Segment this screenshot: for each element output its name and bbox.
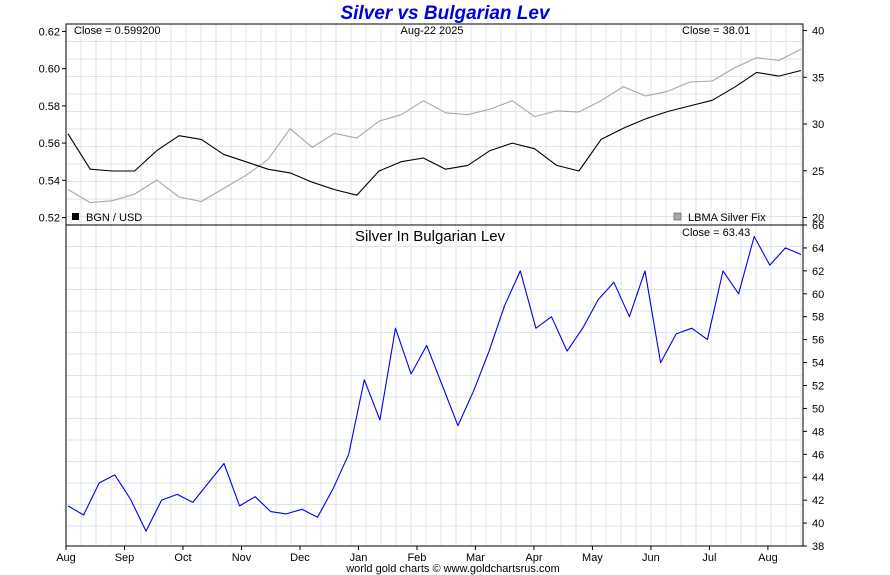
y-left-tick-label: 0.60 — [39, 64, 60, 76]
y-right-tick-label: 50 — [812, 403, 824, 415]
x-tick-label: Mar — [466, 552, 485, 564]
chart-title: Silver vs Bulgarian Lev — [340, 3, 551, 24]
y-right-tick-label: 56 — [812, 335, 824, 347]
x-tick-label: Apr — [525, 552, 542, 564]
x-tick-label: Sep — [115, 552, 135, 564]
y-right-tick-label: 58 — [812, 312, 824, 324]
y-right-tick-label: 62 — [812, 266, 824, 278]
close-right-label: Close = 38.01 — [682, 25, 750, 37]
y-right-tick-label: 30 — [812, 119, 824, 131]
y-right-tick-label: 25 — [812, 166, 824, 178]
x-tick-label: Dec — [290, 552, 310, 564]
x-tick-label: Feb — [407, 552, 426, 564]
y-right-tick-label: 66 — [812, 220, 824, 232]
y-left-tick-label: 0.52 — [39, 213, 60, 225]
lower-panel-title: Silver In Bulgarian Lev — [355, 228, 506, 245]
y-left-tick-label: 0.56 — [39, 138, 60, 150]
x-tick-label: Nov — [232, 552, 252, 564]
top-panel-grid — [66, 24, 803, 225]
footer-credit: world gold charts © www.goldchartsrus.co… — [345, 563, 560, 575]
top-left-axis-ticks: 0.52 0.54 0.56 0.58 0.60 0.62 — [39, 26, 66, 225]
y-right-tick-label: 35 — [812, 72, 824, 84]
silver-fix-line — [67, 48, 802, 204]
x-axis-ticks: Aug Sep Oct Nov Dec Jan Feb Mar Apr May Jun Jul Aug — [56, 546, 778, 564]
y-left-tick-label: 0.62 — [39, 26, 60, 38]
x-tick-label: Aug — [758, 552, 778, 564]
bottom-panel-frame — [65, 224, 804, 547]
y-right-tick-label: 40 — [812, 518, 824, 530]
y-right-tick-label: 42 — [812, 495, 824, 507]
legend-silver-swatch — [673, 212, 682, 221]
y-left-tick-label: 0.58 — [39, 101, 60, 113]
close-left-label: Close = 0.599200 — [74, 25, 161, 37]
lower-close-label: Close = 63.43 — [682, 227, 750, 239]
y-right-tick-label: 60 — [812, 289, 824, 301]
legend-bgn-swatch — [72, 213, 79, 220]
y-right-tick-label: 44 — [812, 472, 824, 484]
x-tick-label: May — [582, 552, 603, 564]
x-tick-label: Oct — [174, 552, 191, 564]
y-right-tick-label: 40 — [812, 26, 824, 38]
x-tick-label: Jul — [702, 552, 716, 564]
y-left-tick-label: 0.54 — [39, 175, 60, 187]
legend-silver-label: LBMA Silver Fix — [688, 212, 766, 224]
y-right-tick-label: 46 — [812, 449, 824, 461]
x-tick-label: Jan — [350, 552, 368, 564]
y-right-tick-label: 64 — [812, 243, 824, 255]
x-tick-label: Aug — [56, 552, 76, 564]
date-label: Aug-22 2025 — [401, 25, 464, 37]
y-right-tick-label: 54 — [812, 358, 824, 370]
x-tick-label: Jun — [642, 552, 660, 564]
silver-in-lev-line — [67, 235, 802, 532]
y-right-tick-label: 52 — [812, 381, 824, 393]
y-right-tick-label: 48 — [812, 426, 824, 438]
y-right-tick-label: 20 — [812, 213, 824, 225]
bottom-panel-series — [67, 235, 802, 532]
top-panel-series — [67, 48, 802, 204]
bottom-panel-grid — [66, 225, 803, 546]
top-right-axis-ticks: 20 25 30 35 40 — [803, 26, 824, 225]
legend-bgn-label: BGN / USD — [86, 212, 142, 224]
bottom-right-axis-ticks: 38 40 42 44 46 48 50 52 54 56 58 60 62 64 66 — [803, 220, 824, 553]
y-right-tick-label: 38 — [812, 541, 824, 553]
bgn-usd-line — [67, 69, 802, 196]
